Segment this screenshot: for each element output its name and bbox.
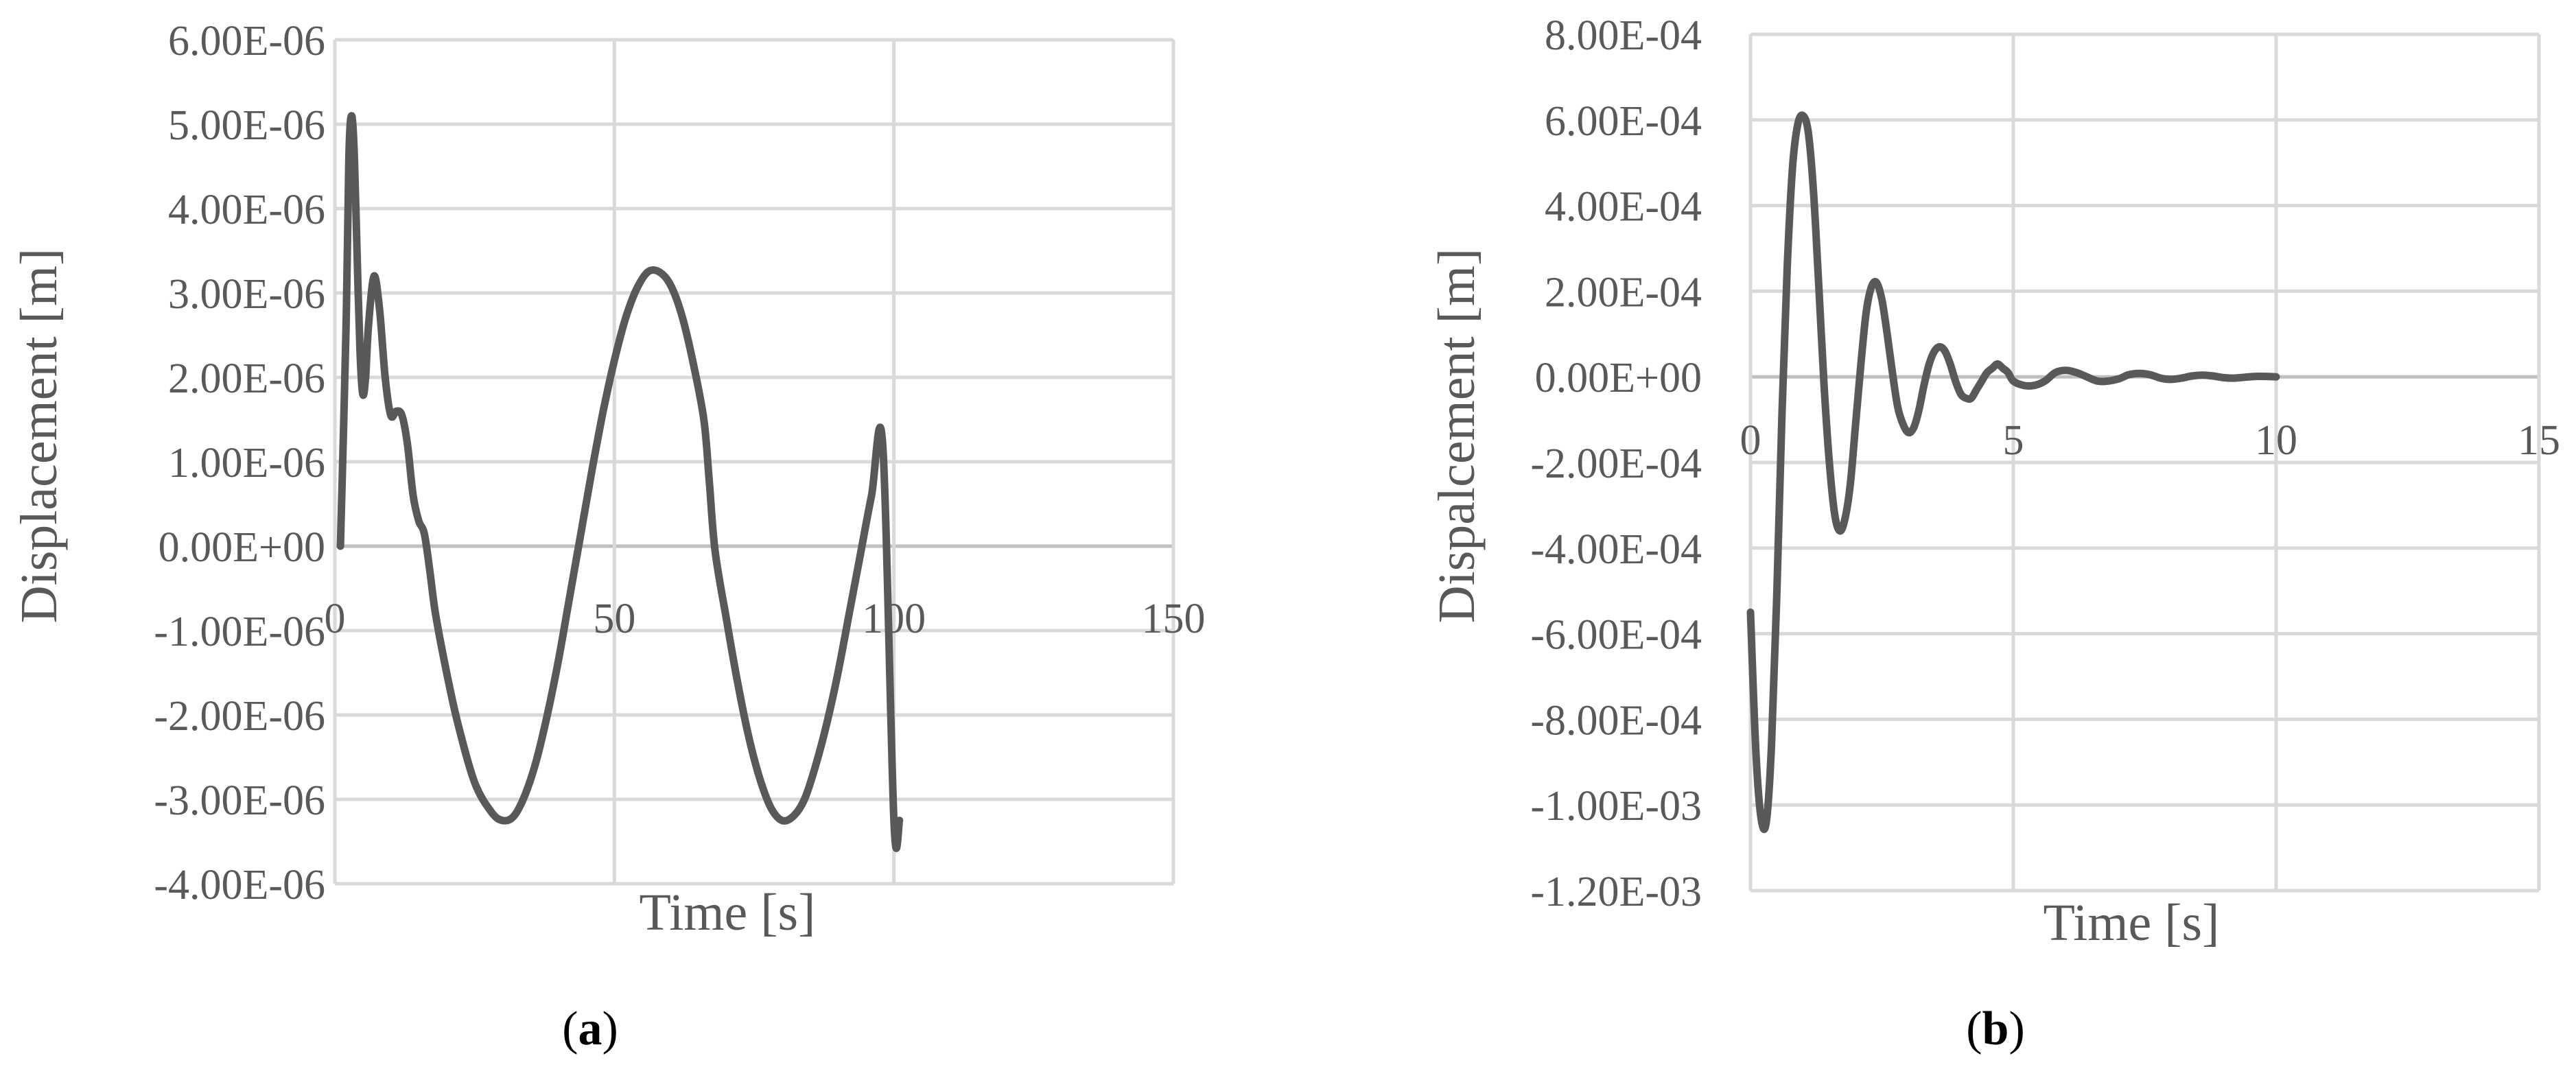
chart-b-series-line-0 <box>1746 111 2280 834</box>
chart-b-y-tick-labels: 8.00E-04 6.00E-04 4.00E-04 2.00E-04 0.00E+00… <box>1530 12 1702 915</box>
chart-b-y-tick-label: -4.00E-04 <box>1530 526 1702 573</box>
chart-b-y-axis-title: Dispalcement [m] <box>1428 248 1486 624</box>
panel-label-b-letter: b <box>1982 1002 2009 1055</box>
chart-a-y-tick-label: 5.00E-06 <box>168 102 325 149</box>
panel-label-b: (b) <box>1966 1002 2025 1055</box>
chart-a-y-tick-label: 0.00E+00 <box>159 524 325 571</box>
chart-a-y-tick-label: 1.00E-06 <box>168 440 325 486</box>
chart-b-series <box>1746 111 2280 834</box>
chart-a-y-tick-label: 6.00E-06 <box>168 18 325 64</box>
chart-b-x-tick-label: 10 <box>2255 417 2297 464</box>
chart-b-y-tick-label: 4.00E-04 <box>1545 184 1702 231</box>
chart-panel-a: 6.00E-06 5.00E-06 4.00E-06 3.00E-06 2.00E-06… <box>10 18 1206 1055</box>
chart-a-x-tick-label: 150 <box>1142 596 1206 642</box>
chart-a-y-tick-label: -4.00E-06 <box>154 862 325 908</box>
chart-a-y-tick-label: 4.00E-06 <box>168 187 325 233</box>
chart-panel-b: 8.00E-04 6.00E-04 4.00E-04 2.00E-04 0.00E+00… <box>1428 12 2560 1055</box>
chart-a-series-line-0 <box>336 112 904 852</box>
chart-b-y-tick-label: 0.00E+00 <box>1535 355 1702 401</box>
chart-b-y-tick-label: -1.20E-03 <box>1530 869 1702 915</box>
chart-a-y-tick-label: -2.00E-06 <box>154 693 325 740</box>
chart-a-y-tick-label: -1.00E-06 <box>154 609 325 655</box>
chart-b-x-tick-label: 0 <box>1740 417 1761 464</box>
chart-a-x-tick-label: 0 <box>325 596 346 642</box>
chart-a-y-tick-labels: 6.00E-06 5.00E-06 4.00E-06 3.00E-06 2.00E-06… <box>154 18 325 908</box>
chart-a-y-tick-label: -3.00E-06 <box>154 777 325 824</box>
chart-b-y-tick-label: 2.00E-04 <box>1545 269 1702 316</box>
chart-a-y-axis-title: Displacement [m] <box>10 248 68 624</box>
chart-b-y-tick-label: 6.00E-04 <box>1545 98 1702 145</box>
chart-b-x-tick-label: 15 <box>2518 417 2560 464</box>
chart-a-series <box>336 112 904 852</box>
chart-b-x-tick-label: 5 <box>2003 417 2024 464</box>
chart-b-y-tick-label: -1.00E-03 <box>1530 783 1702 830</box>
panel-label-a-letter: a <box>578 1002 602 1055</box>
chart-b-gridlines <box>1748 32 2541 893</box>
chart-b-y-tick-label: 8.00E-04 <box>1545 12 1702 59</box>
chart-b-y-tick-label: -2.00E-04 <box>1530 440 1702 487</box>
chart-b-x-axis-title: Time [s] <box>2044 894 2220 952</box>
chart-a-y-tick-label: 2.00E-06 <box>168 355 325 402</box>
chart-b-x-tick-labels: 0 5 10 15 <box>1740 417 2561 464</box>
chart-a-x-tick-labels: 0 50 100 150 <box>325 596 1206 642</box>
chart-a-x-tick-label: 100 <box>862 596 926 642</box>
chart-a-y-tick-label: 3.00E-06 <box>168 271 325 318</box>
chart-b-y-tick-label: -8.00E-04 <box>1530 697 1702 744</box>
chart-b-y-tick-label: -6.00E-04 <box>1530 612 1702 659</box>
chart-a-x-tick-label: 50 <box>593 596 635 642</box>
panel-label-a: (a) <box>562 1002 618 1055</box>
chart-a-x-axis-title: Time [s] <box>640 884 816 941</box>
